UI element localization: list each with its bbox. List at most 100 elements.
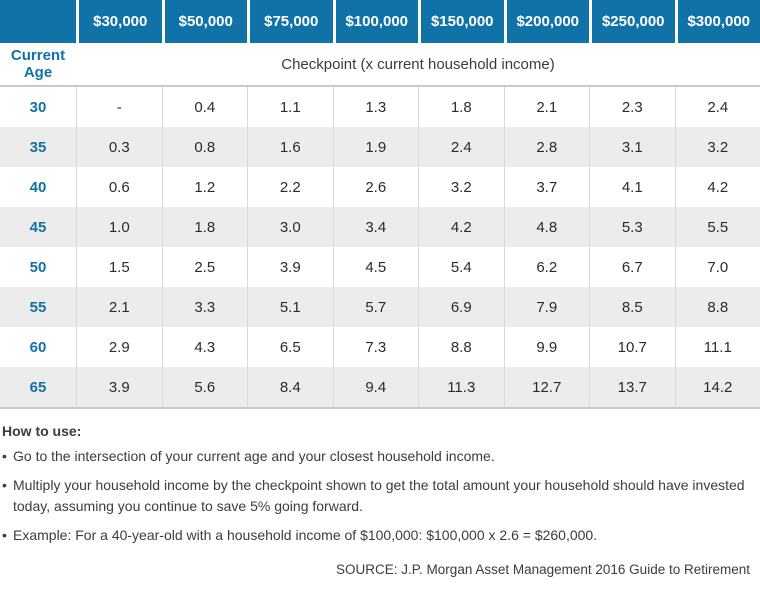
table-cell: 2.1 (503, 87, 590, 127)
row-age: 40 (29, 178, 47, 196)
table-cell: 14.2 (674, 367, 760, 407)
table-cell: 4.1 (589, 167, 675, 207)
row-age: 30 (29, 98, 47, 116)
table-cell: 8.5 (589, 287, 675, 327)
how-to-use-bullet: • Example: For a 40-year-old with a hous… (2, 525, 754, 545)
table-row: 50 1.5 2.5 3.9 4.5 5.4 6.2 6.7 7.0 (0, 247, 760, 287)
table-cell: 6.5 (247, 327, 333, 367)
table-cell: 0.8 (161, 127, 248, 167)
table-cell: 3.0 (247, 207, 333, 247)
table-cell: 5.3 (589, 207, 675, 247)
table-cell: 5.1 (247, 287, 333, 327)
how-to-use-section: How to use: • Go to the intersection of … (0, 409, 760, 577)
row-age: 45 (29, 218, 47, 236)
bullet-icon: • (2, 526, 7, 543)
how-to-use-heading: How to use: (2, 423, 82, 439)
sub-header-row: Current Age Checkpoint (x current househ… (0, 43, 760, 85)
table-cell: 3.7 (503, 167, 590, 207)
row-age: 60 (29, 338, 47, 356)
income-header: $30,000 (76, 0, 162, 43)
table-cell: 8.4 (247, 367, 333, 407)
income-header: $250,000 (589, 0, 675, 43)
current-age-label: Current Age (0, 47, 76, 82)
income-header: $300,000 (674, 0, 760, 43)
current-age-line2: Age (23, 64, 53, 81)
table-cell: 1.8 (161, 207, 248, 247)
table-cell: 2.2 (247, 167, 333, 207)
table-cell: 6.7 (589, 247, 675, 287)
bullet-text: Go to the intersection of your current a… (13, 448, 495, 464)
bullet-icon: • (2, 477, 7, 494)
table-cell: 3.1 (589, 127, 675, 167)
table-cell: - (76, 87, 162, 127)
table-cell: 0.4 (161, 87, 248, 127)
table-row: 35 0.3 0.8 1.6 1.9 2.4 2.8 3.1 3.2 (0, 127, 760, 167)
row-age: 65 (29, 378, 47, 396)
table-cell: 3.3 (161, 287, 248, 327)
table-cell: 2.4 (418, 127, 504, 167)
checkpoint-table-page: $30,000 $50,000 $75,000 $100,000 $150,00… (0, 0, 760, 577)
table-cell: 3.2 (418, 167, 504, 207)
bullet-text: Multiply your household income by the ch… (13, 477, 745, 514)
table-cell: 1.2 (161, 167, 248, 207)
table-cell: 2.3 (589, 87, 675, 127)
table-cell: 5.4 (418, 247, 504, 287)
table-row: 40 0.6 1.2 2.2 2.6 3.2 3.7 4.1 4.2 (0, 167, 760, 207)
income-header: $150,000 (418, 0, 504, 43)
how-to-use-bullet: • Go to the intersection of your current… (2, 446, 754, 466)
bullet-icon: • (2, 448, 7, 464)
current-age-line1: Current (10, 46, 66, 64)
table-cell: 8.8 (418, 327, 504, 367)
row-age: 35 (29, 138, 47, 156)
source-attribution: SOURCE: J.P. Morgan Asset Management 201… (336, 562, 750, 578)
table-cell: 11.1 (674, 327, 760, 367)
how-to-use-bullet: • Multiply your household income by the … (2, 475, 754, 516)
table-row: 55 2.1 3.3 5.1 5.7 6.9 7.9 8.5 8.8 (0, 287, 760, 327)
table-cell: 1.8 (418, 87, 504, 127)
table-cell: 1.6 (247, 127, 333, 167)
table-cell: 9.9 (503, 327, 590, 367)
income-header: $100,000 (332, 0, 418, 43)
table-cell: 7.0 (674, 247, 760, 287)
table-cell: 3.9 (76, 367, 162, 407)
checkpoint-subtitle: Checkpoint (x current household income) (281, 55, 555, 73)
table-cell: 1.5 (76, 247, 162, 287)
table-cell: 4.3 (161, 327, 248, 367)
table-body: 30 - 0.4 1.1 1.3 1.8 2.1 2.3 2.4 35 0.3 … (0, 85, 760, 409)
table-cell: 8.8 (674, 287, 760, 327)
table-cell: 5.5 (674, 207, 760, 247)
corner-cell (0, 0, 76, 43)
row-age: 55 (29, 298, 47, 316)
table-cell: 2.6 (332, 167, 419, 207)
table-cell: 7.9 (503, 287, 590, 327)
row-age: 50 (29, 258, 47, 276)
table-cell: 0.3 (76, 127, 162, 167)
table-cell: 2.4 (674, 87, 760, 127)
table-cell: 5.6 (161, 367, 248, 407)
table-cell: 5.7 (332, 287, 419, 327)
table-cell: 2.9 (76, 327, 162, 367)
table-cell: 10.7 (589, 327, 675, 367)
table-cell: 3.4 (332, 207, 419, 247)
table-row: 60 2.9 4.3 6.5 7.3 8.8 9.9 10.7 11.1 (0, 327, 760, 367)
table-row: 45 1.0 1.8 3.0 3.4 4.2 4.8 5.3 5.5 (0, 207, 760, 247)
table-cell: 11.3 (418, 367, 504, 407)
table-cell: 0.6 (76, 167, 162, 207)
income-header-row: $30,000 $50,000 $75,000 $100,000 $150,00… (0, 0, 760, 43)
table-cell: 3.2 (674, 127, 760, 167)
table-cell: 1.0 (76, 207, 162, 247)
table-cell: 4.8 (503, 207, 590, 247)
table-cell: 9.4 (332, 367, 419, 407)
table-cell: 4.5 (332, 247, 419, 287)
income-header: $75,000 (247, 0, 333, 43)
bullet-text: Example: For a 40-year-old with a househ… (13, 526, 598, 543)
table-cell: 3.9 (247, 247, 333, 287)
income-header: $50,000 (161, 0, 247, 43)
table-row: 30 - 0.4 1.1 1.3 1.8 2.1 2.3 2.4 (0, 87, 760, 127)
table-cell: 2.5 (161, 247, 248, 287)
table-cell: 7.3 (332, 327, 419, 367)
table-cell: 12.7 (503, 367, 590, 407)
table-cell: 13.7 (589, 367, 675, 407)
table-cell: 6.2 (503, 247, 590, 287)
table-cell: 2.1 (76, 287, 162, 327)
